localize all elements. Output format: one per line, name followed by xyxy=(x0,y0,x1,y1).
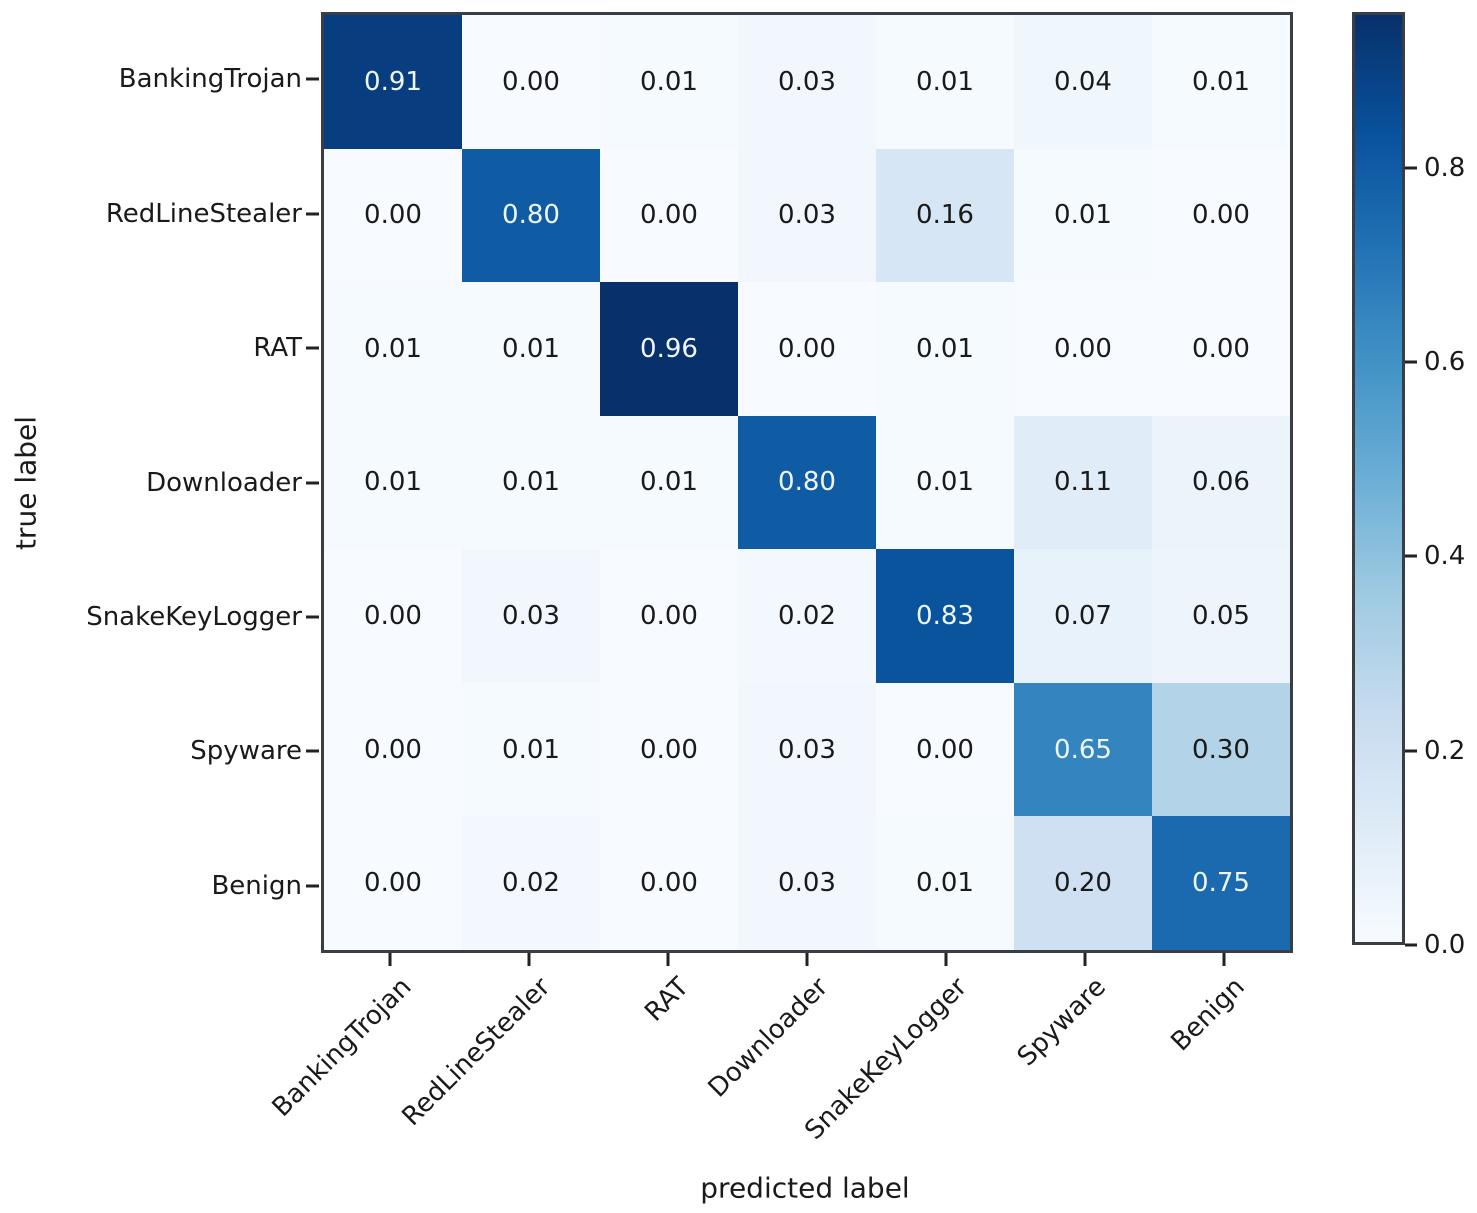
heatmap-cell: 0.03 xyxy=(738,682,876,817)
heatmap-cell: 0.20 xyxy=(1014,816,1152,950)
heatmap-cell: 0.01 xyxy=(876,816,1014,950)
heatmap-cell: 0.00 xyxy=(738,282,876,416)
x-tick-label: Benign xyxy=(1165,972,1251,1058)
x-tick-label: Spyware xyxy=(1011,972,1112,1073)
heatmap-cell: 0.30 xyxy=(1152,682,1290,817)
heatmap-cell: 0.96 xyxy=(600,282,738,416)
heatmap-cell: 0.65 xyxy=(1014,682,1152,817)
heatmap-cell: 0.03 xyxy=(462,549,600,683)
y-tick xyxy=(306,346,319,350)
heatmap-cell: 0.00 xyxy=(1152,282,1290,416)
heatmap-plot-area: 0.91 0.00 0.01 0.03 0.01 0.04 0.01 0.00 0.80 0.00… xyxy=(321,12,1293,953)
colorbar-tick-label: 0.0 xyxy=(1424,930,1466,960)
x-tick xyxy=(527,953,531,966)
heatmap-cell: 0.01 xyxy=(876,415,1014,550)
y-tick-label: BankingTrojan xyxy=(118,64,302,95)
x-tick xyxy=(1222,953,1226,966)
heatmap-cell: 0.00 xyxy=(1014,282,1152,416)
x-axis-title: predicted label xyxy=(700,1171,910,1205)
heatmap-cell: 0.06 xyxy=(1152,415,1290,550)
x-tick xyxy=(805,953,809,966)
heatmap-cell: 0.80 xyxy=(738,415,876,550)
heatmap-cell: 0.00 xyxy=(600,816,738,950)
colorbar-tick xyxy=(1405,943,1417,947)
heatmap-cell: 0.02 xyxy=(738,549,876,683)
heatmap-cell: 0.00 xyxy=(324,816,462,950)
heatmap-cell: 0.80 xyxy=(462,148,600,283)
heatmap-cell: 0.01 xyxy=(600,15,738,149)
heatmap-cell: 0.00 xyxy=(324,549,462,683)
colorbar xyxy=(1352,12,1405,945)
heatmap-cell: 0.75 xyxy=(1152,816,1290,950)
colorbar-tick-label: 0.6 xyxy=(1424,346,1466,377)
y-tick-label: Downloader xyxy=(146,467,302,498)
heatmap-cell: 0.00 xyxy=(600,148,738,283)
y-tick-label: SnakeKeyLogger xyxy=(86,601,302,632)
y-tick xyxy=(306,481,319,484)
heatmap-cell: 0.01 xyxy=(1152,15,1290,149)
x-tick-label: RedLineStealer xyxy=(396,972,557,1132)
colorbar-tick-label: 0.4 xyxy=(1424,541,1466,572)
heatmap-cell: 0.00 xyxy=(600,549,738,683)
heatmap-cell: 0.02 xyxy=(462,816,600,950)
heatmap-cell: 0.05 xyxy=(1152,549,1290,683)
heatmap-cell: 0.11 xyxy=(1014,415,1152,550)
heatmap-cell: 0.03 xyxy=(738,148,876,283)
x-tick-label: RAT xyxy=(639,972,696,1028)
y-tick xyxy=(306,884,319,888)
x-tick xyxy=(944,953,948,966)
y-tick xyxy=(306,749,319,753)
y-tick xyxy=(306,615,319,619)
x-tick-label: BankingTrojan xyxy=(266,972,418,1123)
colorbar-tick xyxy=(1405,749,1417,753)
heatmap-cell: 0.04 xyxy=(1014,15,1152,149)
heatmap-cell: 0.03 xyxy=(738,15,876,149)
heatmap-cell: 0.00 xyxy=(876,682,1014,817)
heatmap-cell: 0.00 xyxy=(462,15,600,149)
heatmap-cell: 0.00 xyxy=(1152,148,1290,283)
heatmap-cell: 0.01 xyxy=(1014,148,1152,283)
heatmap-cell: 0.01 xyxy=(876,15,1014,149)
x-tick xyxy=(666,953,670,966)
heatmap-cell: 0.83 xyxy=(876,549,1014,683)
heatmap-cell: 0.01 xyxy=(462,282,600,416)
heatmap-cell: 0.01 xyxy=(462,415,600,550)
heatmap-grid: 0.91 0.00 0.01 0.03 0.01 0.04 0.01 0.00 0.80 0.00… xyxy=(324,15,1290,950)
heatmap-cell: 0.01 xyxy=(324,415,462,550)
heatmap-cell: 0.01 xyxy=(462,682,600,817)
heatmap-cell: 0.01 xyxy=(600,415,738,550)
heatmap-cell: 0.01 xyxy=(324,282,462,416)
colorbar-tick xyxy=(1405,166,1417,169)
y-tick-label: RAT xyxy=(253,333,302,364)
x-tick xyxy=(388,953,392,966)
colorbar-tick-label: 0.2 xyxy=(1424,735,1466,766)
y-tick-label: Spyware xyxy=(190,736,302,767)
y-tick xyxy=(306,212,319,216)
y-tick-label: RedLineStealer xyxy=(105,198,302,229)
heatmap-cell: 0.01 xyxy=(876,282,1014,416)
colorbar-tick xyxy=(1405,554,1417,558)
heatmap-cell: 0.00 xyxy=(324,682,462,817)
heatmap-cell: 0.00 xyxy=(324,148,462,283)
heatmap-cell: 0.03 xyxy=(738,816,876,950)
x-tick xyxy=(1083,953,1087,966)
heatmap-cell: 0.00 xyxy=(600,682,738,817)
colorbar-tick-label: 0.8 xyxy=(1424,152,1466,183)
heatmap-cell: 0.16 xyxy=(876,148,1014,283)
y-tick-label: Benign xyxy=(211,870,302,901)
colorbar-tick xyxy=(1405,360,1417,364)
x-tick-label: Downloader xyxy=(702,972,835,1104)
heatmap-cell: 0.91 xyxy=(324,15,462,149)
heatmap-cell: 0.07 xyxy=(1014,549,1152,683)
y-tick xyxy=(306,77,319,81)
